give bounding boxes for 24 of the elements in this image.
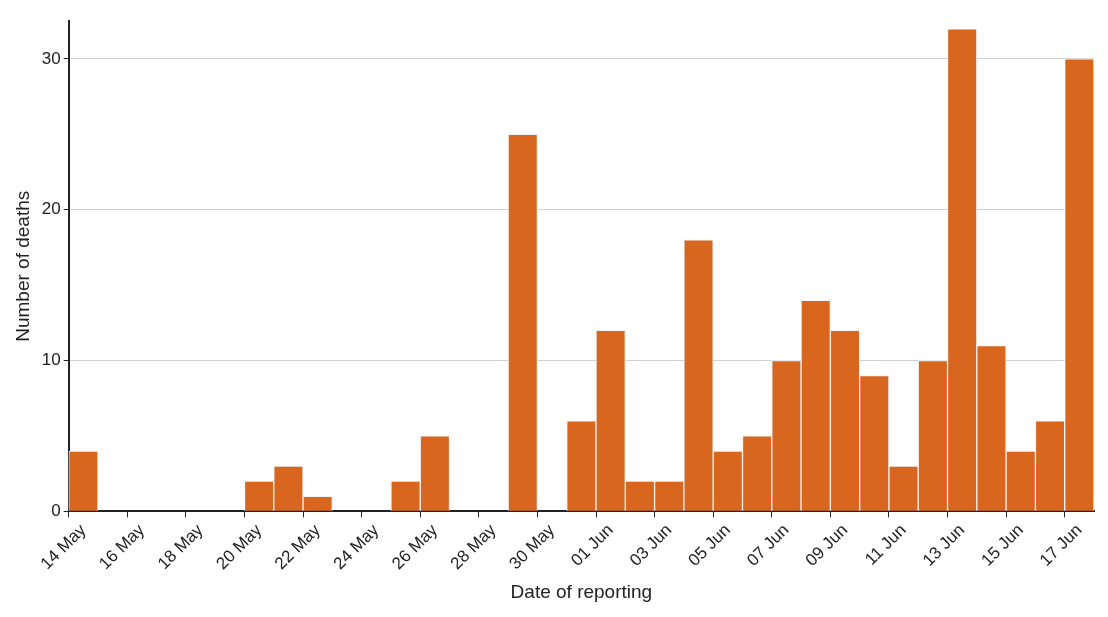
x-tick-label: 26 May — [388, 519, 442, 574]
y-tick-label: 10 — [41, 350, 61, 370]
x-tick-label: 16 May — [95, 519, 149, 574]
y-tick-label: 0 — [51, 501, 61, 521]
x-tick-label: 01 Jun — [567, 520, 617, 570]
x-tick-label: 09 Jun — [801, 520, 852, 570]
x-tick-label: 13 Jun — [918, 520, 969, 570]
x-tick-label: 24 May — [329, 519, 383, 574]
x-tick-label: 05 Jun — [684, 520, 734, 570]
y-tick-label: 20 — [41, 199, 61, 219]
x-tick-label: 22 May — [271, 519, 325, 574]
x-axis-title: Date of reporting — [510, 580, 653, 602]
x-tick-label: 18 May — [153, 519, 208, 574]
x-tick-label: 28 May — [446, 519, 500, 574]
x-tick-label: 17 Jun — [1035, 520, 1086, 570]
x-tick-label: 20 May — [212, 519, 266, 574]
x-tick-label: 11 Jun — [861, 520, 910, 569]
x-tick-label: 15 Jun — [977, 520, 1027, 570]
x-tick-label: 07 Jun — [743, 520, 793, 570]
y-axis-title: Number of deaths — [11, 190, 33, 342]
x-tick-label: 03 Jun — [625, 520, 676, 570]
x-tick-label: 14 May — [36, 519, 90, 574]
y-tick-label: 30 — [41, 48, 61, 68]
x-tick-label: 30 May — [505, 519, 559, 574]
